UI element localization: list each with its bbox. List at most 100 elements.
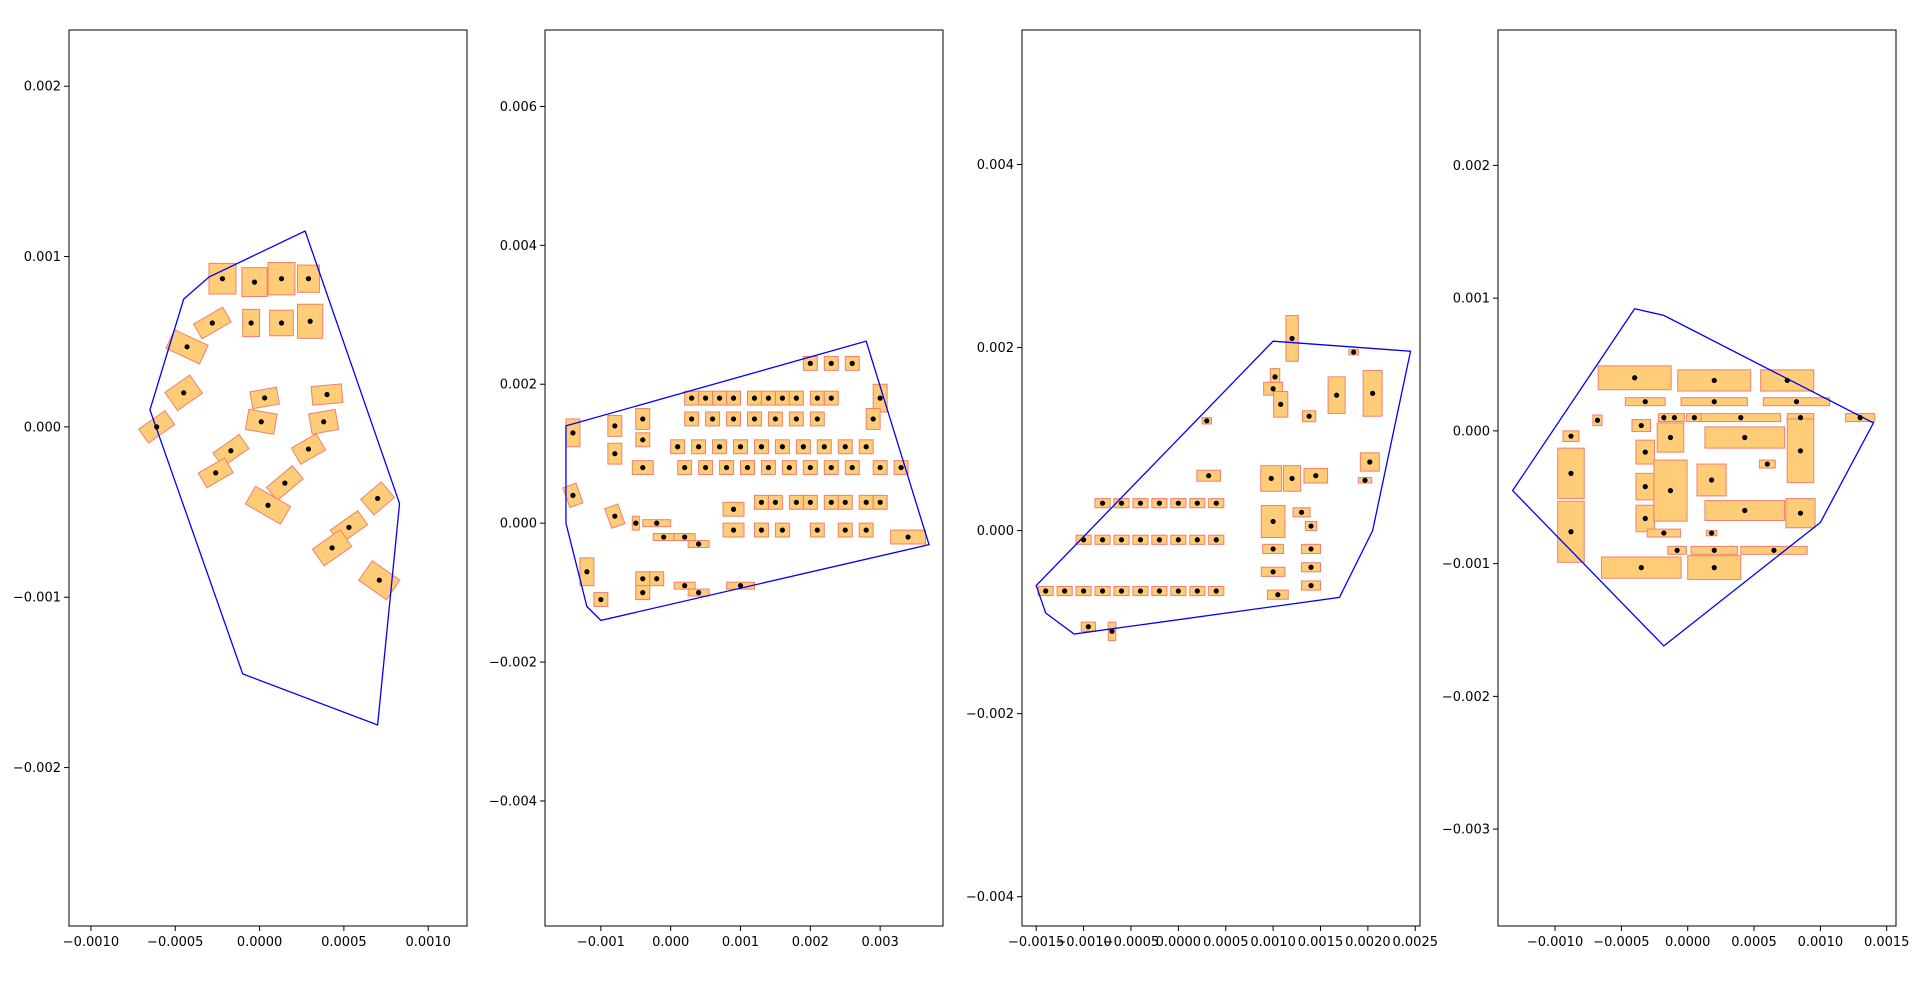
centroid-point [612, 513, 618, 519]
centroid-point [807, 464, 813, 471]
centroid-point [779, 527, 786, 533]
y-tick-label: 0.002 [977, 341, 1014, 356]
centroid-point [154, 424, 160, 430]
centroid-point [1213, 588, 1219, 594]
centroid-point [1642, 399, 1648, 405]
centroid-point [877, 499, 883, 505]
centroid-point [1308, 582, 1314, 589]
centroid-point [870, 416, 876, 422]
centroid-point [1206, 473, 1212, 479]
centroid-point [1270, 386, 1276, 392]
centroid-point [1742, 434, 1748, 441]
centroid-point [640, 437, 646, 443]
centroid-point [209, 320, 215, 326]
centroid-point [1080, 537, 1087, 543]
centroid-point [612, 451, 618, 457]
plot-area [562, 340, 930, 622]
centroid-point [828, 395, 834, 401]
convex-hull [565, 340, 930, 622]
x-tick-label: −0.0010 [1527, 935, 1583, 950]
centroid-point [265, 502, 271, 508]
x-tick-label: −0.0005 [1593, 935, 1649, 950]
centroid-point [905, 534, 911, 540]
centroid-point [814, 395, 820, 401]
subplots: −0.0010 −0.0005 0.0000 0.0005 0.0010−0.002−0… [13, 29, 1909, 950]
centroid-point [640, 576, 646, 582]
centroid-point [258, 419, 264, 425]
y-tick-label: 0.000 [24, 420, 61, 435]
centroid-point [1671, 415, 1678, 421]
centroid-point [1109, 628, 1115, 634]
centroid-point [640, 590, 646, 596]
centroid-point [1298, 509, 1305, 515]
centroid-point [1156, 588, 1163, 594]
centroid-point [262, 395, 268, 401]
x-tick-label: 0.002 [792, 935, 829, 950]
centroid-point [1797, 510, 1804, 516]
centroid-point [1118, 588, 1125, 594]
centroid-point [184, 344, 190, 350]
axes-frame [544, 29, 944, 927]
centroid-point [1797, 415, 1804, 421]
centroid-point [1270, 569, 1276, 575]
centroid-point [1175, 500, 1181, 506]
centroid-point [1085, 624, 1091, 630]
centroid-point [329, 545, 335, 551]
centroid-point [716, 444, 723, 450]
centroid-point [1062, 588, 1068, 594]
y-tick-label: 0.002 [500, 378, 537, 393]
centroid-point [654, 520, 660, 526]
centroid-point [730, 527, 737, 533]
y-tick-label: 0.001 [1453, 292, 1490, 307]
axes-frame [1021, 29, 1421, 927]
centroid-point [346, 524, 352, 530]
y-tick-label: 0.002 [1453, 159, 1490, 174]
x-tick-label: 0.0000 [1156, 935, 1202, 950]
centroid-point [696, 444, 702, 450]
centroid-point [181, 390, 187, 396]
x-tick-label: −0.0015 [1008, 935, 1064, 950]
y-tick-label: 0.000 [977, 524, 1014, 539]
centroid-point [1099, 537, 1106, 543]
x-tick-label: 0.0000 [237, 935, 283, 950]
centroid-point [213, 470, 219, 476]
subplot-4: −0.0010 −0.0005 0.0000 0.0005 0.0010 0.0015 −0… [1442, 29, 1909, 950]
centroid-point [1568, 433, 1574, 439]
centroid-point [1667, 488, 1674, 494]
centroid-point [376, 577, 382, 583]
centroid-point [1194, 588, 1200, 594]
centroid-point [682, 464, 688, 471]
centroid-point [842, 499, 848, 505]
centroid-point [1213, 500, 1219, 506]
centroid-point [321, 419, 327, 425]
y-tick-label: −0.003 [1442, 823, 1490, 838]
centroid-point [1204, 418, 1210, 424]
centroid-point [1642, 484, 1648, 490]
centroid-point [661, 534, 667, 540]
centroid-point [1289, 475, 1295, 482]
centroid-point [1691, 415, 1697, 421]
plot-area [137, 230, 401, 726]
centroid-point [1708, 530, 1715, 536]
centroid-point [793, 416, 799, 422]
centroid-point [640, 464, 646, 471]
centroid-point [772, 416, 779, 422]
centroid-point [1711, 377, 1717, 384]
centroid-point [1362, 477, 1368, 483]
x-tick-label: 0.0015 [1298, 935, 1344, 950]
centroid-point [228, 448, 234, 454]
x-tick-label: 0.0020 [1345, 935, 1391, 950]
centroid-point [1306, 413, 1312, 419]
y-tick-label: −0.001 [13, 591, 61, 606]
axes-frame [68, 29, 468, 927]
centroid-point [1308, 546, 1314, 552]
x-tick-label: 0.0005 [1203, 935, 1249, 950]
centroid-point [828, 499, 834, 505]
centroid-point [689, 395, 695, 401]
centroid-point [877, 464, 883, 471]
centroid-point [675, 444, 681, 450]
centroid-point [1118, 500, 1125, 506]
y-tick-label: 0.000 [500, 517, 537, 532]
